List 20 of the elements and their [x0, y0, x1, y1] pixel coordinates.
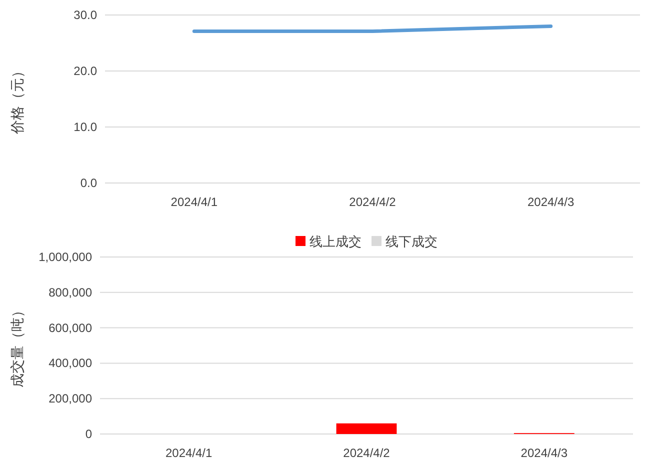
y-tick-label: 600,000 — [48, 320, 92, 335]
y-tick-label: 200,000 — [48, 392, 92, 406]
y-tick-label: 400,000 — [48, 356, 92, 370]
x-tick-label: 2024/4/1 — [170, 195, 218, 209]
y-tick-label: 0.0 — [80, 176, 98, 190]
legend-label: 线上成交 — [310, 234, 362, 249]
y-tick-label: 10.0 — [74, 120, 98, 134]
x-tick-label: 2024/4/3 — [527, 195, 575, 209]
legend-label: 线下成交 — [386, 234, 438, 249]
y-tick-label: 0 — [85, 427, 92, 441]
y-tick-label: 800,000 — [48, 285, 92, 300]
y-tick-label: 30.0 — [74, 8, 98, 22]
y-tick-label: 1,000,000 — [38, 250, 92, 264]
x-tick-label: 2024/4/1 — [165, 446, 213, 460]
y-axis-title: 价格（元） — [9, 64, 25, 135]
y-axis-title: 成交量（吨） — [9, 304, 25, 388]
x-tick-label: 2024/4/2 — [343, 446, 390, 460]
x-tick-label: 2024/4/2 — [349, 195, 396, 209]
y-tick-label: 20.0 — [74, 64, 98, 78]
x-tick-label: 2024/4/3 — [520, 446, 568, 460]
